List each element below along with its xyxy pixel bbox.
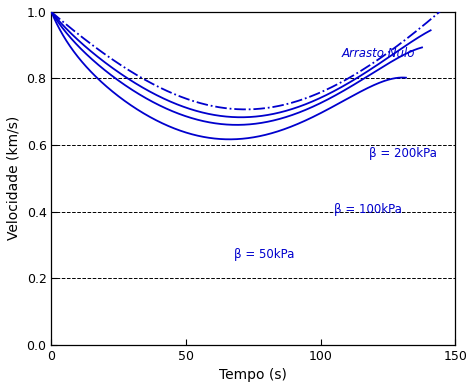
Text: β = 50kPa: β = 50kPa [235,248,295,261]
Text: β = 100kPa: β = 100kPa [334,203,402,216]
Text: Arrasto Nulo: Arrasto Nulo [342,47,416,60]
Text: β = 200kPa: β = 200kPa [369,147,437,160]
Y-axis label: Velocidade (km/s): Velocidade (km/s) [7,116,21,240]
X-axis label: Tempo (s): Tempo (s) [219,368,287,382]
